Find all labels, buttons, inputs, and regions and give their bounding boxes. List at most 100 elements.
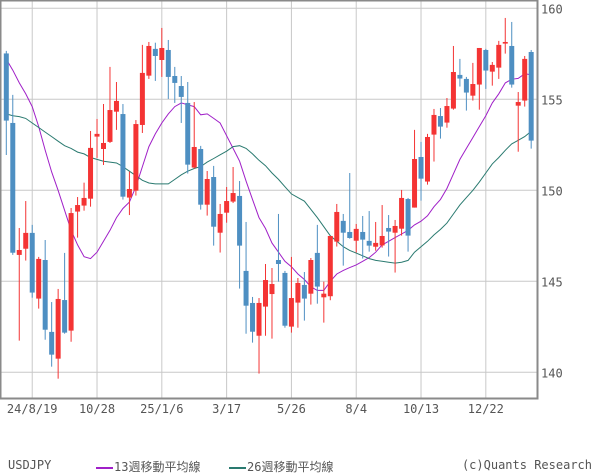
candle-up bbox=[502, 17, 508, 54]
candle-body bbox=[347, 231, 353, 238]
candle-body bbox=[386, 227, 392, 232]
candle-body bbox=[321, 293, 327, 298]
candle-body bbox=[366, 240, 372, 246]
candle-up bbox=[515, 92, 521, 152]
candle-body bbox=[509, 45, 515, 85]
candle-up bbox=[321, 281, 327, 323]
candle-body bbox=[126, 189, 132, 198]
candle-body bbox=[101, 142, 106, 149]
candle-up bbox=[444, 98, 450, 128]
candle-up bbox=[379, 205, 385, 248]
candle-down bbox=[3, 50, 9, 155]
copyright: (c)Quants Research bbox=[461, 458, 592, 472]
x-tick-label: 3/17 bbox=[212, 402, 241, 416]
candle-body bbox=[29, 232, 35, 293]
candle-body bbox=[489, 64, 495, 72]
candle-down bbox=[360, 215, 366, 259]
candle-down bbox=[243, 221, 249, 334]
y-tick-label: 140 bbox=[541, 366, 563, 380]
candle-up bbox=[308, 258, 314, 305]
candle-down bbox=[250, 296, 256, 343]
candle-body bbox=[476, 47, 482, 85]
candle-body bbox=[450, 72, 456, 109]
candle-down bbox=[340, 213, 346, 266]
legend-ma26-label: 26週移動平均線 bbox=[247, 460, 334, 474]
candle-up bbox=[353, 223, 359, 253]
candle-up bbox=[470, 62, 476, 101]
x-tick-label: 8/4 bbox=[345, 402, 367, 416]
candle-body bbox=[211, 177, 217, 227]
candle-up bbox=[81, 182, 87, 211]
y-tick-label: 145 bbox=[541, 275, 563, 289]
candle-up bbox=[224, 187, 230, 223]
candle-up bbox=[431, 108, 437, 162]
candle-body bbox=[412, 158, 418, 208]
candle-up bbox=[159, 27, 165, 77]
candle-up bbox=[288, 256, 294, 333]
candle-body bbox=[275, 260, 281, 265]
candle-body bbox=[165, 49, 171, 77]
x-axis-ticks: 24/8/19 10/28 25/1/6 3/17 5/26 8/4 10/13 12/22 bbox=[7, 402, 504, 416]
candle-down bbox=[437, 108, 443, 139]
candlestick-chart: 140 145 150 155 160 24/8/19 10/28 25/1/6 3/17 5/… bbox=[0, 0, 563, 416]
candle-body bbox=[496, 44, 502, 68]
candle-body bbox=[146, 45, 152, 76]
candle-body bbox=[10, 122, 16, 253]
candle-body bbox=[373, 242, 379, 247]
candles bbox=[3, 17, 534, 379]
candle-body bbox=[178, 86, 184, 97]
candle-body bbox=[444, 106, 450, 123]
candle-down bbox=[152, 42, 158, 81]
candle-body bbox=[360, 231, 366, 240]
x-tick-label: 5/26 bbox=[277, 402, 306, 416]
candle-down bbox=[418, 141, 424, 201]
candle-body bbox=[68, 213, 74, 331]
candle-up bbox=[476, 47, 482, 110]
candle-up bbox=[263, 264, 268, 336]
x-tick-label: 25/1/6 bbox=[140, 402, 183, 416]
candle-up bbox=[399, 189, 405, 236]
candle-body bbox=[172, 76, 178, 83]
candle-down bbox=[366, 211, 372, 252]
candle-body bbox=[152, 48, 158, 56]
candle-up bbox=[522, 55, 528, 107]
gridlines bbox=[0, 0, 537, 398]
candle-body bbox=[353, 228, 359, 241]
candle-up bbox=[392, 219, 398, 273]
candle-down bbox=[165, 39, 171, 99]
candle-up bbox=[23, 201, 29, 261]
x-tick-label: 10/13 bbox=[403, 402, 439, 416]
candle-body bbox=[314, 252, 320, 287]
candle-body bbox=[470, 84, 476, 96]
candle-body bbox=[437, 116, 443, 127]
candle-body bbox=[36, 258, 42, 299]
candle-down bbox=[237, 181, 243, 289]
candle-body bbox=[263, 280, 268, 307]
legend-ma13: 13週移動平均線 bbox=[96, 458, 200, 475]
candle-down bbox=[10, 94, 16, 255]
y-tick-label: 160 bbox=[541, 2, 563, 16]
candle-up bbox=[425, 133, 430, 185]
candle-up bbox=[126, 171, 132, 216]
candle-up bbox=[68, 207, 74, 342]
candle-up bbox=[101, 104, 106, 166]
candle-body bbox=[528, 51, 534, 141]
candle-body bbox=[198, 148, 204, 205]
candle-up bbox=[217, 203, 223, 253]
candle-up bbox=[133, 120, 139, 196]
candle-down bbox=[172, 66, 178, 103]
candle-body bbox=[431, 114, 437, 135]
candle-body bbox=[113, 100, 119, 112]
candle-body bbox=[327, 235, 333, 297]
candle-down bbox=[314, 224, 320, 304]
candle-down bbox=[275, 213, 281, 282]
candle-up bbox=[94, 118, 100, 158]
candle-body bbox=[94, 133, 100, 137]
candle-up bbox=[113, 82, 119, 130]
candle-down bbox=[509, 21, 515, 88]
candle-body bbox=[308, 260, 314, 294]
y-tick-label: 150 bbox=[541, 184, 563, 198]
x-tick-label: 10/28 bbox=[79, 402, 115, 416]
candle-body bbox=[282, 272, 288, 326]
candle-up bbox=[373, 221, 379, 251]
